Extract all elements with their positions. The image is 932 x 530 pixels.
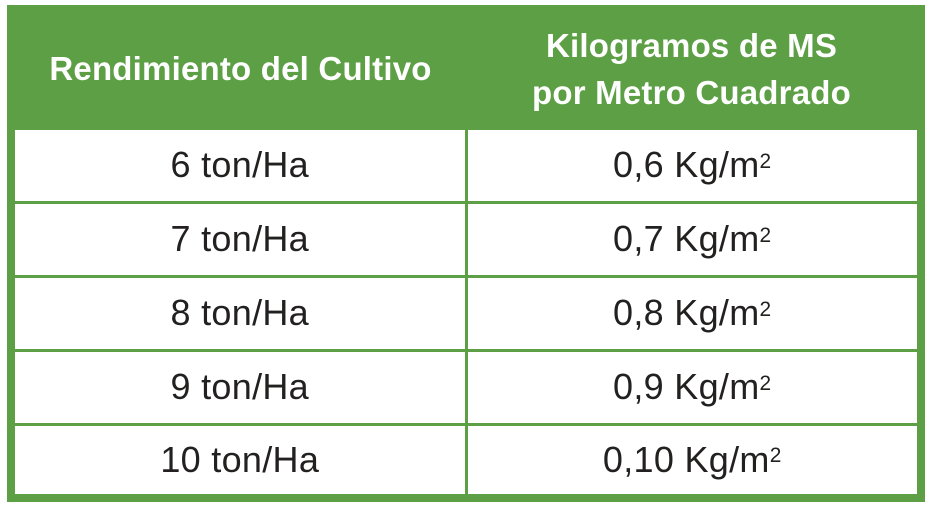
- header-cell-kg-ms: Kilogramos de MS por Metro Cuadrado: [466, 9, 921, 128]
- kg-value: 0,9 Kg/m: [613, 366, 760, 407]
- table-header: Rendimiento del Cultivo Kilogramos de MS…: [11, 9, 921, 128]
- superscript: 2: [759, 149, 772, 173]
- header-row: Rendimiento del Cultivo Kilogramos de MS…: [11, 9, 921, 128]
- table-row: 7 ton/Ha 0,7 Kg/m2: [9, 200, 923, 278]
- kg-value: 0,7 Kg/m: [613, 218, 760, 259]
- superscript: 2: [759, 371, 772, 395]
- kg-value: 0,6 Kg/m: [613, 144, 760, 185]
- header-label-kg-ms-line2: por Metro Cuadrado: [532, 73, 851, 111]
- yield-conversion-table: Rendimiento del Cultivo Kilogramos de MS…: [7, 5, 925, 502]
- yield-cell: 7 ton/Ha: [9, 200, 468, 278]
- kg-cell: 0,8 Kg/m2: [464, 274, 923, 352]
- table-row: 6 ton/Ha 0,6 Kg/m2: [9, 126, 923, 204]
- kg-value: 0,8 Kg/m: [613, 292, 760, 333]
- table-row: 9 ton/Ha 0,9 Kg/m2: [9, 348, 923, 426]
- kg-cell: 0,10 Kg/m2: [464, 422, 923, 500]
- yield-cell: 9 ton/Ha: [9, 348, 468, 426]
- table-body: 6 ton/Ha 0,6 Kg/m2 7 ton/Ha 0,7 Kg/m2 8 …: [9, 126, 923, 500]
- superscript: 2: [759, 223, 772, 247]
- yield-cell: 10 ton/Ha: [9, 422, 468, 500]
- kg-cell: 0,9 Kg/m2: [464, 348, 923, 426]
- table-figure: Rendimiento del Cultivo Kilogramos de MS…: [7, 5, 925, 502]
- table-row: 8 ton/Ha 0,8 Kg/m2: [9, 274, 923, 352]
- header-label-kg-ms-line1: Kilogramos de MS: [545, 26, 838, 64]
- kg-cell: 0,7 Kg/m2: [464, 200, 923, 278]
- header-label-crop-yield: Rendimiento del Cultivo: [49, 50, 432, 88]
- yield-cell: 8 ton/Ha: [9, 274, 468, 352]
- table-row: 10 ton/Ha 0,10 Kg/m2: [9, 422, 923, 500]
- superscript: 2: [759, 297, 772, 321]
- header-cell-crop-yield: Rendimiento del Cultivo: [11, 9, 466, 128]
- superscript: 2: [769, 444, 782, 468]
- yield-cell: 6 ton/Ha: [9, 126, 468, 204]
- kg-cell: 0,6 Kg/m2: [464, 126, 923, 204]
- kg-value: 0,10 Kg/m: [602, 438, 770, 480]
